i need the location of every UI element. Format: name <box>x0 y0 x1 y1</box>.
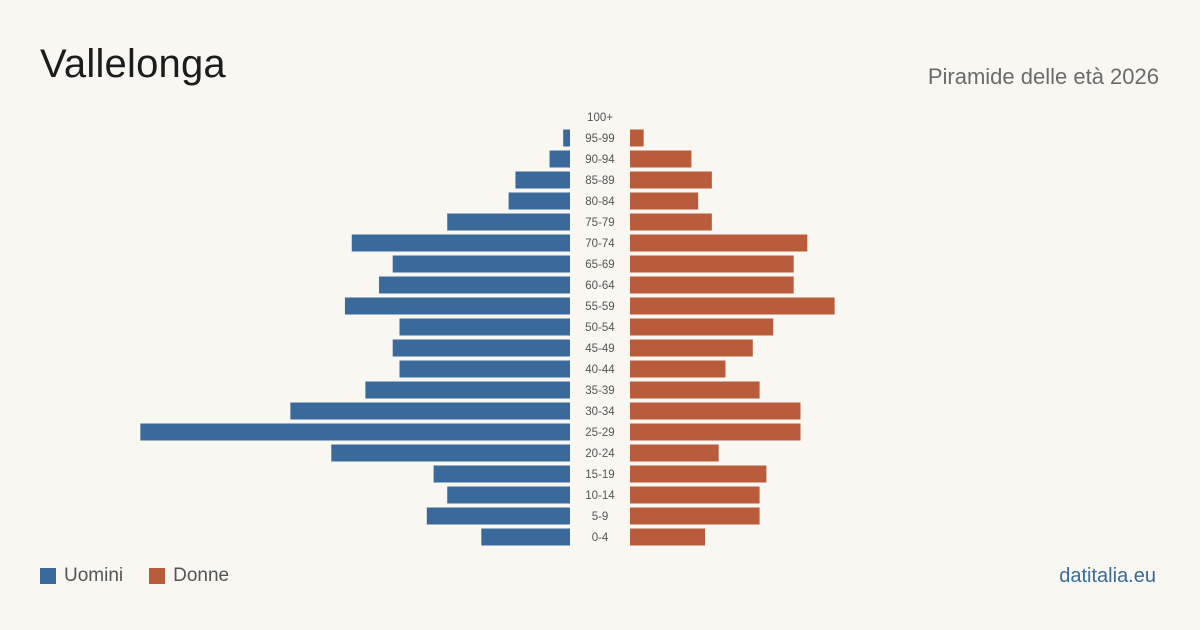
bar-male-90-94 <box>549 150 570 168</box>
age-label: 25-29 <box>585 427 614 439</box>
bar-male-85-89 <box>515 171 570 189</box>
bar-female-70-74 <box>630 234 808 252</box>
age-label: 70-74 <box>585 238 615 250</box>
age-label: 80-84 <box>585 196 615 208</box>
age-label: 60-64 <box>585 280 615 292</box>
bar-male-95-99 <box>563 129 570 147</box>
bar-female-5-9 <box>630 507 760 525</box>
bar-female-20-24 <box>630 444 719 462</box>
bar-male-0-4 <box>481 528 570 546</box>
age-label: 40-44 <box>585 364 615 376</box>
legend-label-female: Donne <box>173 565 230 586</box>
bar-female-80-84 <box>630 192 699 210</box>
age-label: 90-94 <box>585 154 615 166</box>
age-label: 95-99 <box>585 133 614 145</box>
legend-swatch-male <box>40 568 56 584</box>
bar-female-40-44 <box>630 360 726 378</box>
bar-female-65-69 <box>630 255 794 273</box>
chart-title: Vallelonga <box>40 42 226 86</box>
age-label: 0-4 <box>592 532 609 544</box>
bar-male-50-54 <box>399 318 570 336</box>
bar-male-20-24 <box>331 444 570 462</box>
bar-male-10-14 <box>447 486 570 504</box>
chart-subtitle: Piramide delle età 2026 <box>927 64 1159 89</box>
bar-male-15-19 <box>433 465 570 483</box>
bar-male-80-84 <box>508 192 570 210</box>
bar-female-60-64 <box>630 276 794 294</box>
age-label: 10-14 <box>585 490 615 502</box>
age-label: 45-49 <box>585 343 614 355</box>
bar-male-65-69 <box>392 255 570 273</box>
bar-male-5-9 <box>426 507 570 525</box>
age-label: 20-24 <box>585 448 615 460</box>
bar-male-75-79 <box>447 213 570 231</box>
bar-male-45-49 <box>392 339 570 357</box>
bar-female-50-54 <box>630 318 774 336</box>
bar-female-55-59 <box>630 297 835 315</box>
legend-item-male: Uomini <box>40 565 123 587</box>
bar-male-60-64 <box>379 276 570 294</box>
bar-female-85-89 <box>630 171 712 189</box>
bar-male-70-74 <box>351 234 570 252</box>
age-label: 50-54 <box>585 322 615 334</box>
legend-swatch-female <box>149 568 166 584</box>
bar-female-15-19 <box>630 465 767 483</box>
age-label: 15-19 <box>585 469 614 481</box>
source-link[interactable]: datitalia.eu <box>1059 565 1156 587</box>
bar-female-25-29 <box>630 423 801 441</box>
age-label: 55-59 <box>585 301 614 313</box>
age-label: 100+ <box>587 112 613 124</box>
bar-female-35-39 <box>630 381 760 399</box>
age-label: 85-89 <box>585 175 614 187</box>
bar-male-55-59 <box>344 297 570 315</box>
age-label: 35-39 <box>585 385 614 397</box>
bar-female-10-14 <box>630 486 760 504</box>
bar-female-75-79 <box>630 213 712 231</box>
bar-male-35-39 <box>365 381 570 399</box>
legend-item-female: Donne <box>149 565 229 587</box>
bar-male-40-44 <box>399 360 570 378</box>
bar-female-90-94 <box>630 150 692 168</box>
bar-female-0-4 <box>630 528 706 546</box>
age-label: 75-79 <box>585 217 614 229</box>
age-label: 5-9 <box>592 511 609 523</box>
bar-female-95-99 <box>630 129 644 147</box>
bar-female-30-34 <box>630 402 801 420</box>
bar-male-30-34 <box>290 402 570 420</box>
bar-male-25-29 <box>140 423 570 441</box>
age-label: 30-34 <box>585 406 615 418</box>
bar-female-45-49 <box>630 339 753 357</box>
legend: Uomini Donne <box>40 565 255 587</box>
legend-label-male: Uomini <box>64 565 124 586</box>
age-label: 65-69 <box>585 259 614 271</box>
